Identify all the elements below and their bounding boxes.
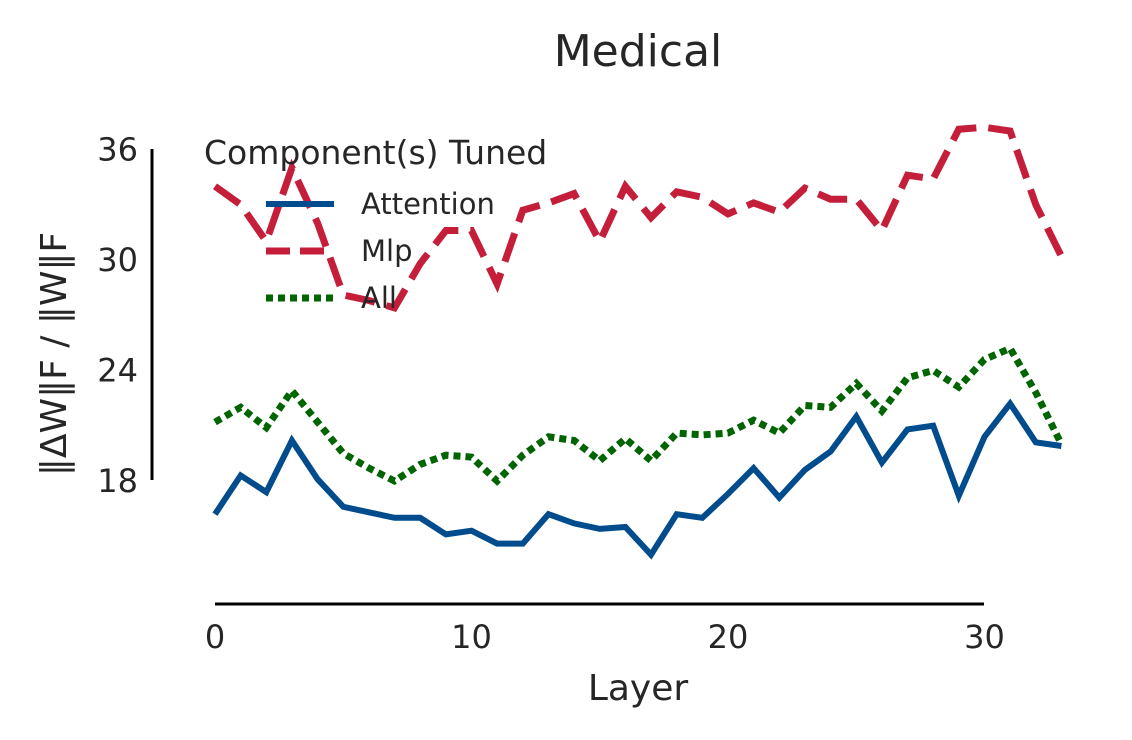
series-line-mlp bbox=[212, 123, 1065, 313]
y-tick-label: 30 bbox=[97, 241, 138, 279]
x-tick-label: 10 bbox=[451, 618, 492, 656]
y-axis-label: ‖ΔW‖F / ‖W‖F bbox=[34, 232, 75, 476]
legend-label-attention: Attention bbox=[361, 187, 495, 221]
legend: Component(s) Tuned Attention Mlp All bbox=[204, 133, 547, 315]
y-tick-label: 24 bbox=[97, 351, 138, 389]
legend-title: Component(s) Tuned bbox=[204, 133, 547, 172]
legend-label-all: All bbox=[361, 281, 397, 315]
series-line-all bbox=[213, 343, 1065, 486]
chart-title: Medical bbox=[554, 26, 723, 77]
x-tick-label: 20 bbox=[708, 618, 749, 656]
series-line-attention bbox=[212, 398, 1062, 560]
series-lines bbox=[212, 123, 1065, 560]
x-tick-labels: 0 10 20 30 bbox=[205, 618, 1005, 656]
x-tick-label: 0 bbox=[205, 618, 225, 656]
x-axis-label: Layer bbox=[588, 668, 689, 709]
y-tick-labels: 18 24 30 36 bbox=[97, 130, 138, 500]
x-tick-label: 30 bbox=[964, 618, 1005, 656]
legend-label-mlp: Mlp bbox=[361, 234, 413, 268]
y-tick-label: 18 bbox=[97, 462, 138, 500]
y-tick-label: 36 bbox=[97, 130, 138, 168]
